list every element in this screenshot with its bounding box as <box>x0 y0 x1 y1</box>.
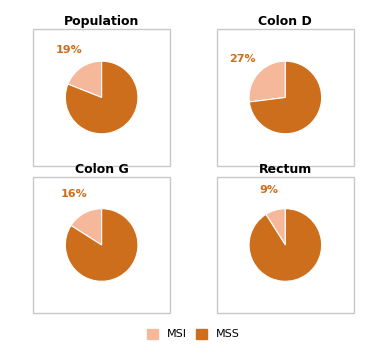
Text: 9%: 9% <box>260 185 279 195</box>
Bar <box>33 29 170 166</box>
Title: Colon G: Colon G <box>75 162 128 175</box>
Text: 91%: 91% <box>278 261 305 271</box>
Wedge shape <box>266 209 285 245</box>
Bar <box>217 177 354 313</box>
Wedge shape <box>65 209 138 281</box>
Wedge shape <box>65 61 138 134</box>
Text: 84%: 84% <box>99 259 126 269</box>
Legend: MSI, MSS: MSI, MSS <box>143 324 244 344</box>
Bar <box>33 177 170 313</box>
Wedge shape <box>249 209 322 281</box>
Title: Population: Population <box>64 15 139 28</box>
Wedge shape <box>249 61 285 102</box>
Text: 16%: 16% <box>60 190 87 199</box>
Text: 73%: 73% <box>289 107 315 117</box>
Wedge shape <box>68 61 102 97</box>
Title: Rectum: Rectum <box>259 162 312 175</box>
Title: Colon D: Colon D <box>259 15 312 28</box>
Text: 81%: 81% <box>101 111 127 121</box>
Text: 27%: 27% <box>229 54 255 64</box>
Text: 19%: 19% <box>56 45 83 55</box>
Bar <box>217 29 354 166</box>
Wedge shape <box>249 61 322 134</box>
Wedge shape <box>71 209 102 245</box>
